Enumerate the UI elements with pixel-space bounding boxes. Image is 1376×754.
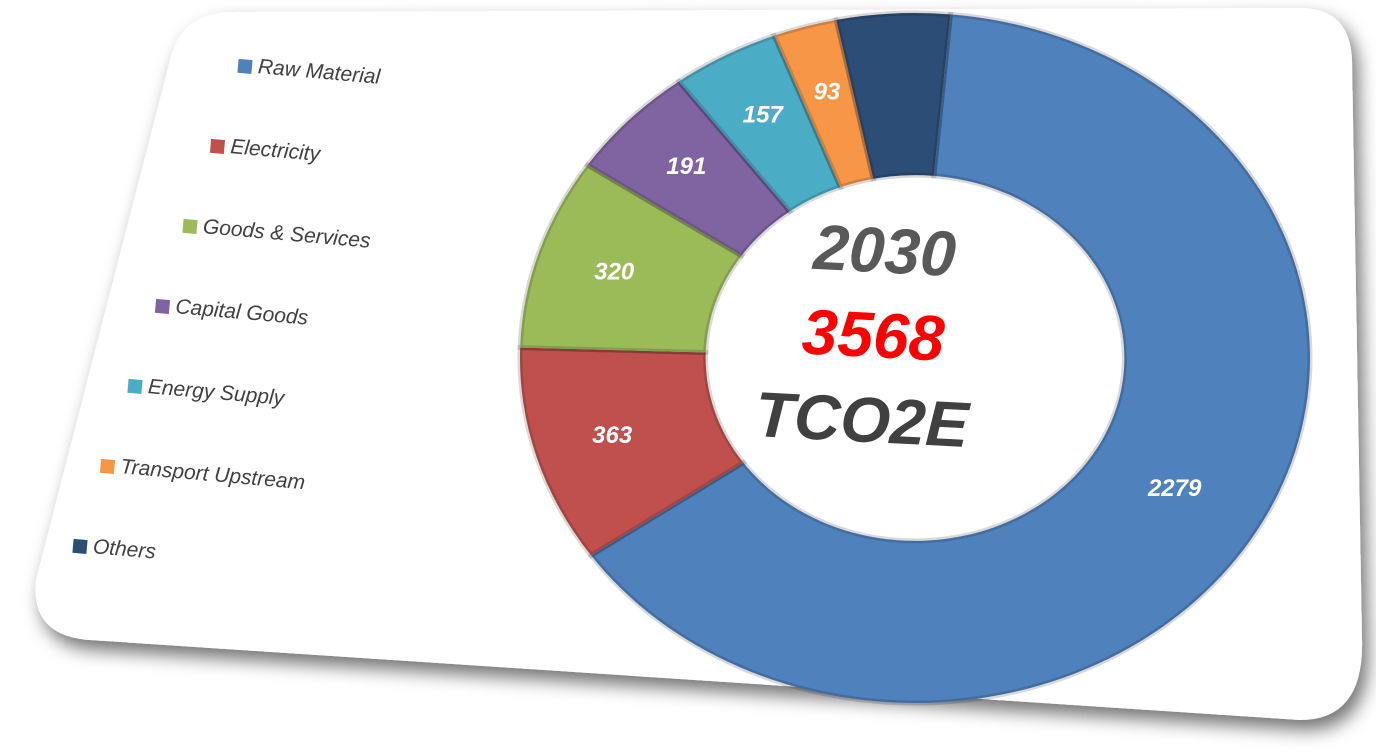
center-unit: TCO2E (753, 378, 972, 461)
segment (587, 11, 1313, 706)
data-label: 93 (814, 78, 841, 105)
legend-swatch (154, 298, 171, 315)
segment (517, 161, 746, 356)
legend-label: Others (92, 535, 157, 563)
legend-item: Others (72, 535, 157, 564)
data-label: 320 (594, 259, 635, 286)
center-text: 2030 3568 TCO2E (753, 211, 972, 461)
legend-swatch (72, 538, 88, 555)
segment (583, 78, 794, 259)
segment (833, 10, 954, 182)
legend-swatch (237, 58, 253, 75)
legend-swatch (127, 378, 143, 395)
center-year: 2030 (811, 211, 958, 290)
legend-swatch (182, 218, 198, 235)
segment (517, 345, 748, 559)
legend-swatch (209, 138, 226, 155)
center-total: 3568 (800, 295, 946, 374)
segment (770, 17, 877, 191)
donut: 2279 363 320 191 157 93 (517, 10, 1313, 706)
data-label: 191 (666, 153, 706, 180)
data-label: 363 (592, 422, 633, 449)
data-label: 157 (743, 101, 785, 128)
legend-swatch (99, 458, 116, 475)
data-label: 2279 (1147, 475, 1202, 502)
